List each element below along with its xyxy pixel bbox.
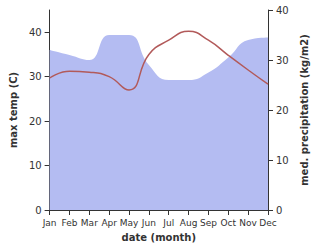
svg-text:med. precipitation (kg/m2): med. precipitation (kg/m2) (299, 34, 310, 186)
svg-text:Dec: Dec (259, 218, 276, 228)
svg-text:Oct: Oct (221, 218, 237, 228)
svg-text:Jun: Jun (141, 218, 156, 228)
svg-text:Nov: Nov (239, 218, 257, 228)
svg-text:0: 0 (35, 205, 41, 216)
svg-text:30: 30 (29, 71, 42, 82)
svg-text:20: 20 (276, 105, 289, 116)
svg-text:40: 40 (276, 5, 289, 16)
svg-text:Jul: Jul (162, 218, 174, 228)
svg-text:max temp (C): max temp (C) (8, 72, 19, 148)
svg-text:40: 40 (29, 27, 42, 38)
svg-text:Aug: Aug (180, 218, 198, 228)
svg-text:May: May (120, 218, 139, 228)
svg-text:0: 0 (276, 205, 282, 216)
svg-text:date (month): date (month) (122, 232, 196, 243)
svg-text:Jan: Jan (42, 218, 57, 228)
svg-text:Apr: Apr (101, 218, 117, 228)
svg-text:Feb: Feb (62, 218, 78, 228)
svg-text:Sep: Sep (200, 218, 217, 228)
svg-text:10: 10 (276, 155, 289, 166)
svg-text:30: 30 (276, 55, 289, 66)
svg-text:10: 10 (29, 160, 42, 171)
svg-text:20: 20 (29, 116, 42, 127)
svg-text:Mar: Mar (81, 218, 98, 228)
